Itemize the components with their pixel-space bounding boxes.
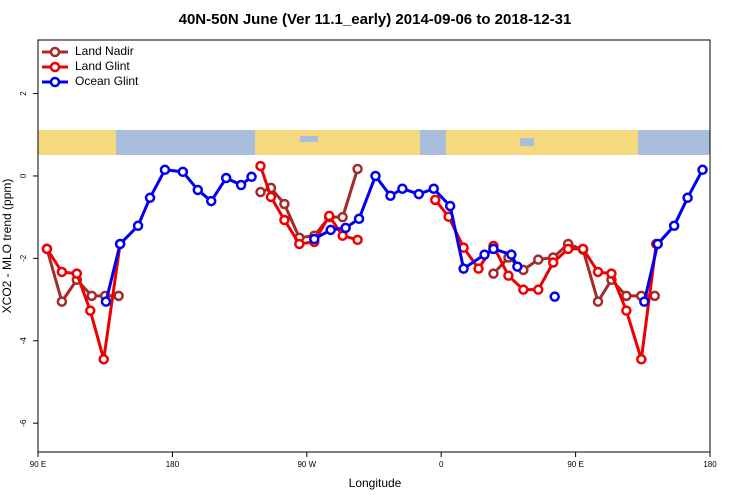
- data-point: [639, 296, 650, 307]
- data-point: [56, 266, 68, 278]
- y-tick-label: -2: [19, 254, 28, 262]
- data-point: [592, 266, 604, 278]
- data-point: [649, 290, 660, 302]
- data-point: [144, 192, 156, 204]
- y-axis-label: XCO2 - MLO trend (ppm): [0, 179, 14, 314]
- y-tick-label: 0: [19, 173, 28, 178]
- plot-frame: [37, 39, 711, 453]
- data-point: [340, 222, 351, 234]
- legend-label: Land Nadir: [75, 44, 134, 58]
- x-tick-label: 90 E: [567, 460, 583, 469]
- data-point: [547, 257, 559, 268]
- legend-marker: [49, 76, 61, 88]
- data-point: [86, 290, 98, 302]
- x-tick-label: 90 W: [297, 460, 316, 469]
- x-tick-label: 180: [166, 460, 180, 469]
- data-point: [592, 296, 604, 307]
- data-point: [682, 192, 693, 204]
- data-point: [100, 296, 112, 307]
- data-point: [621, 305, 632, 316]
- data-point: [132, 220, 144, 232]
- data-point: [549, 291, 560, 302]
- data-point: [636, 354, 647, 365]
- data-point: [385, 190, 396, 201]
- data-point: [235, 179, 247, 191]
- data-point: [309, 233, 320, 245]
- data-point: [265, 191, 277, 203]
- data-point: [41, 243, 53, 255]
- data-point: [533, 284, 544, 295]
- data-point: [56, 296, 68, 307]
- map-band: [38, 130, 710, 155]
- series-line: [45, 165, 658, 361]
- data-point: [652, 238, 663, 250]
- data-point: [479, 249, 490, 260]
- legend-label: Ocean Glint: [75, 74, 139, 88]
- data-point: [697, 164, 708, 176]
- data-point: [337, 211, 348, 223]
- data-point: [352, 163, 363, 175]
- data-point: [279, 214, 290, 226]
- data-point: [255, 160, 266, 172]
- legend-marker: [49, 61, 61, 73]
- data-point: [71, 268, 83, 279]
- data-point: [606, 268, 617, 279]
- data-point: [488, 268, 499, 279]
- data-point: [370, 170, 381, 182]
- data-point: [352, 234, 363, 246]
- x-tick-label: 90 E: [30, 460, 46, 469]
- data-point: [177, 166, 189, 178]
- data-point: [220, 172, 232, 184]
- series-line: [45, 168, 655, 304]
- data-point: [444, 200, 456, 212]
- data-point: [85, 305, 96, 316]
- data-point: [473, 263, 484, 274]
- data-point: [429, 194, 441, 206]
- data-point: [668, 220, 680, 232]
- data-point: [503, 270, 514, 281]
- data-point: [397, 183, 408, 194]
- data-point: [192, 184, 204, 196]
- data-point: [488, 243, 499, 255]
- data-point: [323, 210, 335, 222]
- data-point: [205, 195, 217, 207]
- data-point: [533, 254, 544, 265]
- data-point: [246, 171, 257, 183]
- data-point: [255, 186, 266, 198]
- data-point: [98, 354, 109, 365]
- data-point: [114, 238, 126, 250]
- x-axis-label: Longitude: [349, 476, 402, 490]
- data-point: [621, 290, 632, 302]
- data-point: [113, 290, 124, 302]
- y-tick-label: -6: [19, 419, 28, 427]
- data-point: [458, 263, 469, 274]
- y-tick-label: 2: [19, 91, 28, 96]
- data-point: [506, 249, 517, 260]
- legend-marker: [49, 46, 61, 58]
- x-tick-label: 0: [439, 460, 444, 469]
- chart-title: 40N-50N June (Ver 11.1_early) 2014-09-06…: [179, 11, 572, 28]
- data-point: [413, 188, 425, 200]
- data-point: [279, 198, 290, 210]
- data-point: [577, 243, 589, 255]
- x-tick-label: 180: [703, 460, 717, 469]
- data-point: [159, 164, 171, 176]
- legend-label: Land Glint: [75, 59, 130, 73]
- data-point: [562, 243, 574, 255]
- data-point: [512, 261, 523, 272]
- data-point: [325, 224, 336, 236]
- y-tick-label: -4: [19, 337, 28, 345]
- data-point: [428, 183, 439, 194]
- data-point: [294, 238, 305, 250]
- data-point: [353, 213, 365, 225]
- data-point: [518, 284, 529, 295]
